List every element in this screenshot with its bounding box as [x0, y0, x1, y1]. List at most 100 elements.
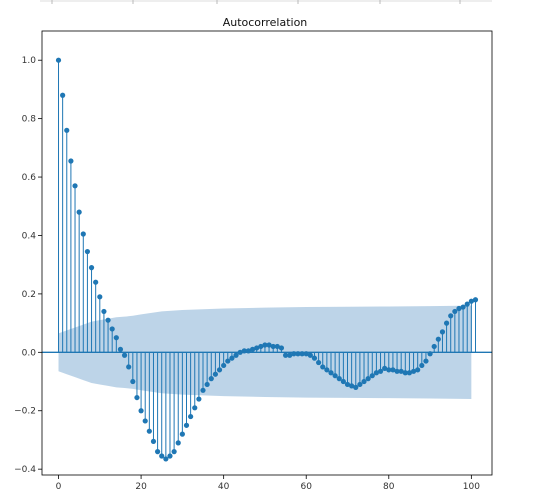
y-ticks-layer: −0.4 −0.2 0.0 0.2 0.4 0.6 0.8 1.0 [14, 56, 42, 475]
acf-point [402, 370, 408, 376]
x-tick-label: 80 [383, 482, 395, 492]
acf-point [448, 313, 454, 319]
acf-point [464, 301, 470, 307]
acf-point [113, 335, 119, 341]
acf-point [130, 378, 136, 385]
acf-point [225, 358, 231, 364]
acf-point [121, 352, 128, 358]
y-tick-label: −0.2 [14, 407, 36, 417]
x-ticks-layer: 0 20 40 60 80 100 [56, 475, 480, 492]
acf-point [154, 449, 161, 455]
acf-point [138, 408, 144, 414]
x-tick-label: 100 [463, 482, 480, 492]
acf-point [365, 376, 371, 382]
stem-layer [55, 57, 479, 462]
axes-frame-layer [41, 30, 493, 476]
acf-point [208, 376, 214, 382]
axes-frame [41, 30, 493, 476]
acf-point [142, 418, 148, 424]
clipped-previous-figure-axis [40, 0, 492, 4]
acf-point [196, 396, 202, 402]
acf-point [439, 329, 446, 335]
acf-point [291, 351, 297, 357]
acf-point [344, 381, 351, 388]
acf-point [435, 336, 441, 342]
acf-point [101, 308, 107, 315]
acf-point [390, 367, 396, 373]
acf-point [382, 365, 388, 371]
acf-point [64, 127, 70, 133]
acf-point [84, 248, 91, 255]
acf-point [287, 352, 293, 358]
acf-point [386, 367, 392, 373]
acf-point [237, 349, 243, 355]
y-tick-label: −0.4 [14, 465, 36, 475]
acf-point [254, 345, 260, 351]
acf-point [349, 383, 355, 389]
acf-point [97, 294, 103, 300]
acf-point [353, 384, 359, 390]
acf-point [262, 342, 268, 348]
acf-point [274, 343, 280, 350]
acf-point [394, 368, 400, 374]
acf-point [270, 343, 276, 350]
acf-point [328, 370, 334, 376]
acf-point [406, 370, 413, 376]
acf-point [340, 378, 346, 385]
acf-point [361, 378, 367, 385]
acf-point [443, 320, 450, 326]
acf-point [427, 351, 433, 357]
y-tick-label: 1.0 [22, 56, 37, 66]
acf-point [241, 348, 247, 354]
acf-point [423, 358, 429, 364]
acf-point [324, 367, 330, 373]
acf-point [377, 368, 384, 374]
acf-point [134, 394, 140, 401]
chart-title: Autocorrelation [223, 16, 308, 29]
acf-point [76, 209, 82, 215]
y-tick-label: 0.0 [22, 348, 37, 358]
acf-point [456, 305, 462, 312]
acf-point [398, 368, 404, 374]
acf-point [249, 346, 256, 352]
acf-point [68, 158, 74, 164]
acf-point [88, 265, 95, 271]
acf-point [278, 345, 285, 351]
acf-point [468, 298, 474, 304]
y-tick-label: 0.4 [22, 231, 37, 241]
acf-point [60, 92, 66, 98]
acf-point [320, 364, 326, 370]
acf-point [159, 453, 165, 459]
acf-point [307, 352, 313, 358]
acf-point [369, 373, 375, 379]
acf-point [303, 351, 309, 357]
y-tick-label: 0.2 [22, 290, 36, 300]
acf-point [460, 304, 466, 310]
acf-point [472, 297, 479, 303]
acf-point [316, 359, 322, 366]
x-tick-label: 40 [218, 482, 230, 492]
x-tick-label: 0 [56, 482, 62, 492]
acf-point [410, 368, 417, 374]
x-tick-label: 60 [300, 482, 312, 492]
acf-point [72, 183, 78, 189]
acf-point [332, 373, 338, 379]
acf-point [80, 231, 86, 237]
acf-point [266, 342, 272, 348]
acf-point [200, 387, 206, 393]
acf-point [188, 413, 194, 420]
acf-point [216, 367, 223, 373]
acf-point [117, 346, 124, 352]
acf-point [212, 371, 218, 377]
acf-point [415, 367, 421, 373]
acf-point [192, 405, 198, 411]
acf-point [373, 370, 380, 376]
acf-point [179, 431, 185, 437]
acf-point [163, 456, 169, 462]
acf-point [150, 438, 157, 445]
acf-point [221, 362, 227, 369]
acf-point [357, 381, 363, 388]
x-tick-label: 20 [135, 482, 147, 492]
acf-point [204, 381, 210, 388]
acf-point [93, 279, 99, 285]
